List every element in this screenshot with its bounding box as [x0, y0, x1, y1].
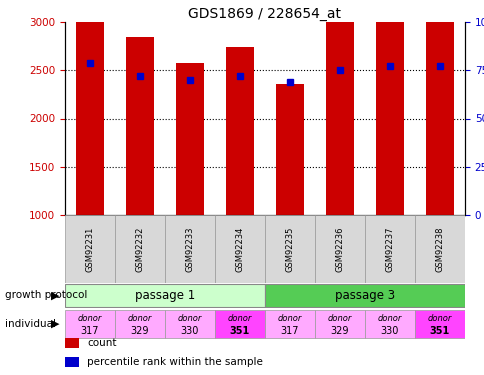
Text: donor: donor	[427, 314, 451, 323]
Bar	[364, 215, 414, 283]
Text: donor: donor	[277, 314, 302, 323]
Text: donor: donor	[327, 314, 351, 323]
Title: GDS1869 / 228654_at: GDS1869 / 228654_at	[188, 7, 341, 21]
Text: GSM92232: GSM92232	[135, 226, 144, 272]
Text: count: count	[87, 338, 116, 348]
Bar	[226, 47, 253, 215]
Text: GSM92236: GSM92236	[335, 226, 344, 272]
Bar	[264, 310, 314, 338]
Text: 329: 329	[330, 326, 348, 336]
Text: 317: 317	[280, 326, 299, 336]
Bar	[314, 215, 364, 283]
Text: passage 3: passage 3	[334, 289, 394, 302]
Bar	[276, 84, 303, 215]
Text: 317: 317	[80, 326, 99, 336]
Text: individual: individual	[5, 319, 56, 329]
Bar	[115, 310, 165, 338]
Text: GSM92234: GSM92234	[235, 226, 244, 272]
Bar	[65, 310, 115, 338]
Bar	[264, 215, 314, 283]
Text: donor: donor	[377, 314, 401, 323]
Bar	[165, 215, 214, 283]
Bar	[115, 215, 165, 283]
Bar	[76, 0, 104, 215]
Text: growth protocol: growth protocol	[5, 291, 87, 300]
Bar	[65, 338, 79, 348]
Bar	[65, 284, 264, 307]
Text: GSM92238: GSM92238	[435, 226, 443, 272]
Bar	[176, 63, 203, 215]
Text: GSM92233: GSM92233	[185, 226, 194, 272]
Bar	[414, 215, 464, 283]
Text: passage 1: passage 1	[135, 289, 195, 302]
Text: GSM92235: GSM92235	[285, 226, 294, 272]
Text: 330: 330	[181, 326, 199, 336]
Bar	[314, 310, 364, 338]
Text: donor: donor	[128, 314, 152, 323]
Text: ▶: ▶	[51, 291, 60, 300]
Text: percentile rank within the sample: percentile rank within the sample	[87, 357, 262, 368]
Text: GSM92237: GSM92237	[385, 226, 393, 272]
Bar	[326, 0, 353, 215]
Bar	[264, 284, 464, 307]
Text: donor: donor	[227, 314, 252, 323]
Bar	[65, 215, 115, 283]
Text: donor: donor	[77, 314, 102, 323]
Bar	[376, 0, 403, 215]
Text: 351: 351	[229, 326, 250, 336]
Text: GSM92231: GSM92231	[85, 226, 94, 272]
Text: donor: donor	[178, 314, 202, 323]
Bar	[214, 215, 264, 283]
Bar	[414, 310, 464, 338]
Text: 329: 329	[131, 326, 149, 336]
Bar	[65, 357, 79, 367]
Text: ▶: ▶	[51, 319, 60, 329]
Bar	[165, 310, 214, 338]
Text: 351: 351	[429, 326, 449, 336]
Bar	[364, 310, 414, 338]
Bar	[126, 38, 153, 215]
Bar	[425, 0, 453, 215]
Text: 330: 330	[380, 326, 398, 336]
Bar	[214, 310, 264, 338]
